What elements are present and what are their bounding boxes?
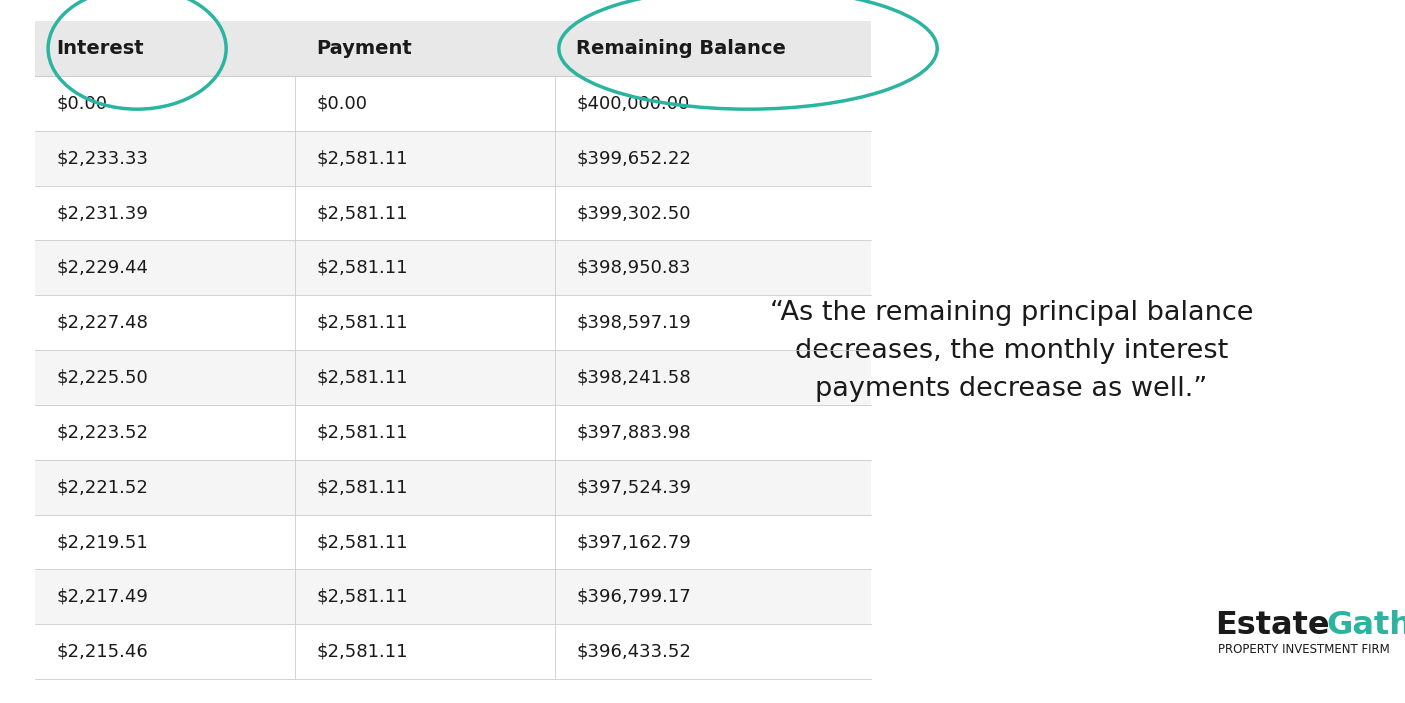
Bar (295, 186, 555, 240)
Text: $2,223.52: $2,223.52 (56, 423, 148, 441)
Text: $2,581.11: $2,581.11 (316, 314, 407, 332)
Bar (295, 76, 555, 131)
Bar (555, 295, 871, 350)
Bar (555, 405, 871, 460)
Text: $2,581.11: $2,581.11 (316, 368, 407, 387)
Text: $2,581.11: $2,581.11 (316, 204, 407, 222)
Text: Estate: Estate (1215, 610, 1329, 641)
Text: $400,000.00: $400,000.00 (576, 94, 690, 112)
Text: $396,799.17: $396,799.17 (576, 588, 691, 606)
Text: $397,162.79: $397,162.79 (576, 533, 691, 551)
Bar (555, 240, 871, 295)
Bar (295, 21, 555, 76)
Text: $2,581.11: $2,581.11 (316, 533, 407, 551)
Bar (35, 569, 295, 624)
Bar (295, 460, 555, 515)
Bar (35, 131, 295, 186)
Text: $2,215.46: $2,215.46 (56, 643, 148, 661)
Bar (295, 569, 555, 624)
Bar (555, 569, 871, 624)
Text: $2,225.50: $2,225.50 (56, 368, 148, 387)
Text: $2,581.11: $2,581.11 (316, 149, 407, 167)
Bar (35, 21, 295, 76)
Text: Remaining Balance: Remaining Balance (576, 39, 785, 58)
Text: $2,227.48: $2,227.48 (56, 314, 148, 332)
Bar (555, 186, 871, 240)
Text: Payment: Payment (316, 39, 412, 58)
Bar (35, 624, 295, 679)
Text: $397,883.98: $397,883.98 (576, 423, 691, 441)
Bar (295, 624, 555, 679)
Text: $2,231.39: $2,231.39 (56, 204, 148, 222)
Text: $2,217.49: $2,217.49 (56, 588, 148, 606)
Text: $399,302.50: $399,302.50 (576, 204, 690, 222)
Bar (35, 240, 295, 295)
Bar (35, 186, 295, 240)
Text: $2,581.11: $2,581.11 (316, 259, 407, 277)
Text: $2,581.11: $2,581.11 (316, 643, 407, 661)
Text: $2,233.33: $2,233.33 (56, 149, 148, 167)
Bar (555, 350, 871, 405)
Text: $397,524.39: $397,524.39 (576, 478, 691, 496)
Text: $399,652.22: $399,652.22 (576, 149, 691, 167)
Bar (35, 515, 295, 569)
Text: $2,219.51: $2,219.51 (56, 533, 148, 551)
Bar (295, 350, 555, 405)
Bar (555, 460, 871, 515)
Text: $2,581.11: $2,581.11 (316, 423, 407, 441)
Text: $2,229.44: $2,229.44 (56, 259, 148, 277)
Bar (295, 295, 555, 350)
Text: Gather: Gather (1326, 610, 1405, 641)
Text: $396,433.52: $396,433.52 (576, 643, 691, 661)
Text: $0.00: $0.00 (56, 94, 107, 112)
Bar (35, 460, 295, 515)
Text: $2,581.11: $2,581.11 (316, 478, 407, 496)
Bar (295, 240, 555, 295)
Bar (555, 515, 871, 569)
Text: $0.00: $0.00 (316, 94, 367, 112)
Bar (35, 405, 295, 460)
Text: Interest: Interest (56, 39, 143, 58)
Bar (35, 295, 295, 350)
Bar (555, 76, 871, 131)
Text: PROPERTY INVESTMENT FIRM: PROPERTY INVESTMENT FIRM (1218, 643, 1390, 656)
Bar (295, 405, 555, 460)
Bar (555, 624, 871, 679)
Bar (35, 350, 295, 405)
Text: $2,581.11: $2,581.11 (316, 588, 407, 606)
Text: $398,241.58: $398,241.58 (576, 368, 691, 387)
Text: $398,597.19: $398,597.19 (576, 314, 691, 332)
Text: “As the remaining principal balance
decreases, the monthly interest
payments dec: “As the remaining principal balance decr… (770, 300, 1253, 403)
Text: $2,221.52: $2,221.52 (56, 478, 148, 496)
Text: $398,950.83: $398,950.83 (576, 259, 690, 277)
Bar (35, 76, 295, 131)
Bar (295, 515, 555, 569)
Bar (295, 131, 555, 186)
Bar (555, 21, 871, 76)
Bar (555, 131, 871, 186)
